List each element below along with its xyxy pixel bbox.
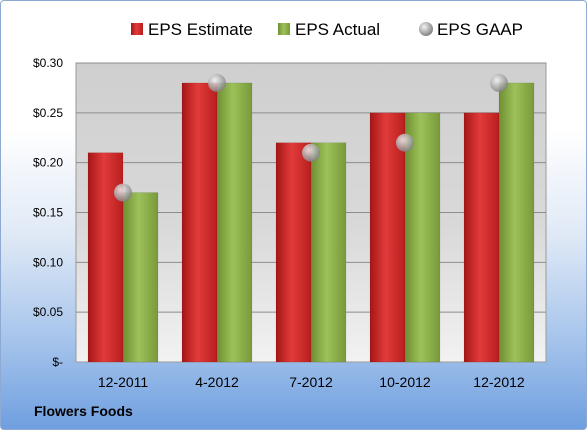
y-tick-label: $0.05 <box>33 305 63 319</box>
x-tick-label: 4-2012 <box>195 374 239 390</box>
eps-estimate-bar <box>275 142 312 363</box>
eps-estimate-bar <box>181 82 218 363</box>
eps-gaap-marker <box>302 143 320 162</box>
eps-actual-bar <box>216 82 253 363</box>
gaap-markers <box>114 73 508 202</box>
x-tick-label: 12-2012 <box>473 374 525 390</box>
eps-gaap-marker <box>114 183 132 202</box>
eps-estimate-bar <box>87 152 124 363</box>
legend-label: EPS Actual <box>295 20 380 39</box>
y-tick-label: $- <box>52 355 63 369</box>
company-name: Flowers Foods <box>34 403 133 419</box>
y-tick-label: $0.10 <box>33 255 63 269</box>
eps-gaap-marker <box>490 73 508 92</box>
x-axis-labels: 12-2011 4-2012 7-2012 10-2012 12-2012 <box>98 374 525 390</box>
eps-gaap-marker <box>208 73 226 92</box>
eps-estimate-bar <box>463 112 500 363</box>
y-tick-label: $0.20 <box>33 156 63 170</box>
legend-label: EPS GAAP <box>437 20 523 39</box>
eps-actual-bar <box>404 112 441 363</box>
legend-label: EPS Estimate <box>148 20 253 39</box>
eps-actual-bar <box>122 192 159 363</box>
legend-actual-swatch <box>278 23 290 35</box>
y-axis-ticks: $- $0.05 $0.10 $0.15 $0.20 $0.25 $0.30 <box>33 56 63 369</box>
x-tick-label: 10-2012 <box>379 374 431 390</box>
x-tick-label: 12-2011 <box>98 374 149 390</box>
eps-actual-bar <box>310 142 347 363</box>
legend-gaap-swatch <box>419 22 433 36</box>
legend-estimate-swatch <box>131 23 143 35</box>
eps-estimate-bar <box>369 112 406 363</box>
y-tick-label: $0.30 <box>33 56 63 70</box>
chart-legend: EPS Estimate EPS Actual EPS GAAP <box>131 20 523 39</box>
x-tick-label: 7-2012 <box>289 374 333 390</box>
eps-actual-bar <box>498 82 535 363</box>
eps-gaap-marker <box>396 133 414 152</box>
y-tick-label: $0.15 <box>33 206 63 220</box>
y-tick-label: $0.25 <box>33 106 63 120</box>
